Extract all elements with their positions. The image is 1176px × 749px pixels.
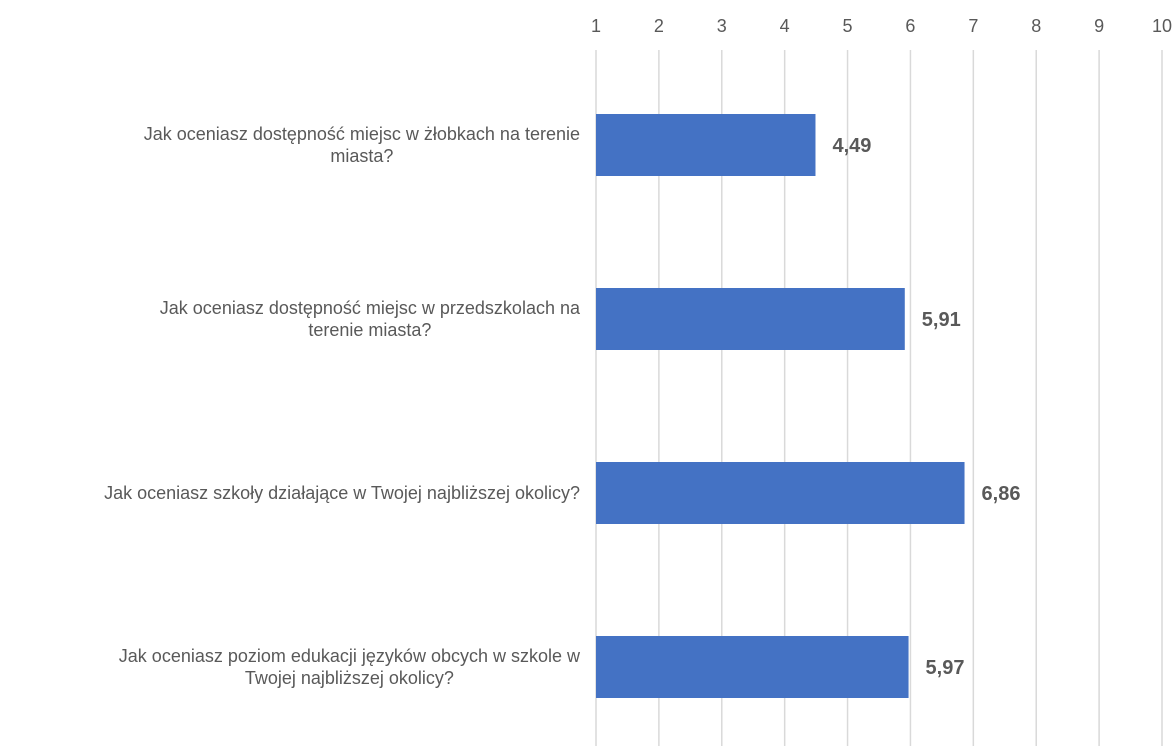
data-label: 5,97 xyxy=(926,657,965,679)
x-tick-label: 1 xyxy=(591,16,601,36)
category-label: Jak oceniasz szkoły działające w Twojej … xyxy=(104,483,580,503)
bar xyxy=(596,462,965,524)
category-label: Jak oceniasz dostępność miejsc w żłobkac… xyxy=(144,124,580,166)
bar xyxy=(596,114,816,176)
category-label: Jak oceniasz poziom edukacji języków obc… xyxy=(119,646,581,688)
data-label: 4,49 xyxy=(832,135,871,157)
data-labels: 4,49 5,91 6,86 5,97 xyxy=(832,135,1020,679)
x-tick-label: 7 xyxy=(968,16,978,36)
x-tick-label: 6 xyxy=(905,16,915,36)
data-label: 5,91 xyxy=(922,309,961,331)
x-tick-label: 8 xyxy=(1031,16,1041,36)
x-tick-label: 9 xyxy=(1094,16,1104,36)
category-label: Jak oceniasz dostępność miejsc w przedsz… xyxy=(160,298,581,340)
bar xyxy=(596,636,909,698)
data-label: 6,86 xyxy=(982,483,1021,505)
x-tick-label: 4 xyxy=(780,16,790,36)
x-tick-label: 5 xyxy=(843,16,853,36)
x-tick-label: 3 xyxy=(717,16,727,36)
x-tick-label: 10 xyxy=(1152,16,1172,36)
bar xyxy=(596,288,905,350)
bars xyxy=(596,114,965,698)
x-axis-ticks: 1 2 3 4 5 6 7 8 9 10 xyxy=(591,16,1172,36)
category-labels: Jak oceniasz dostępność miejsc w żłobkac… xyxy=(104,124,581,688)
x-tick-label: 2 xyxy=(654,16,664,36)
